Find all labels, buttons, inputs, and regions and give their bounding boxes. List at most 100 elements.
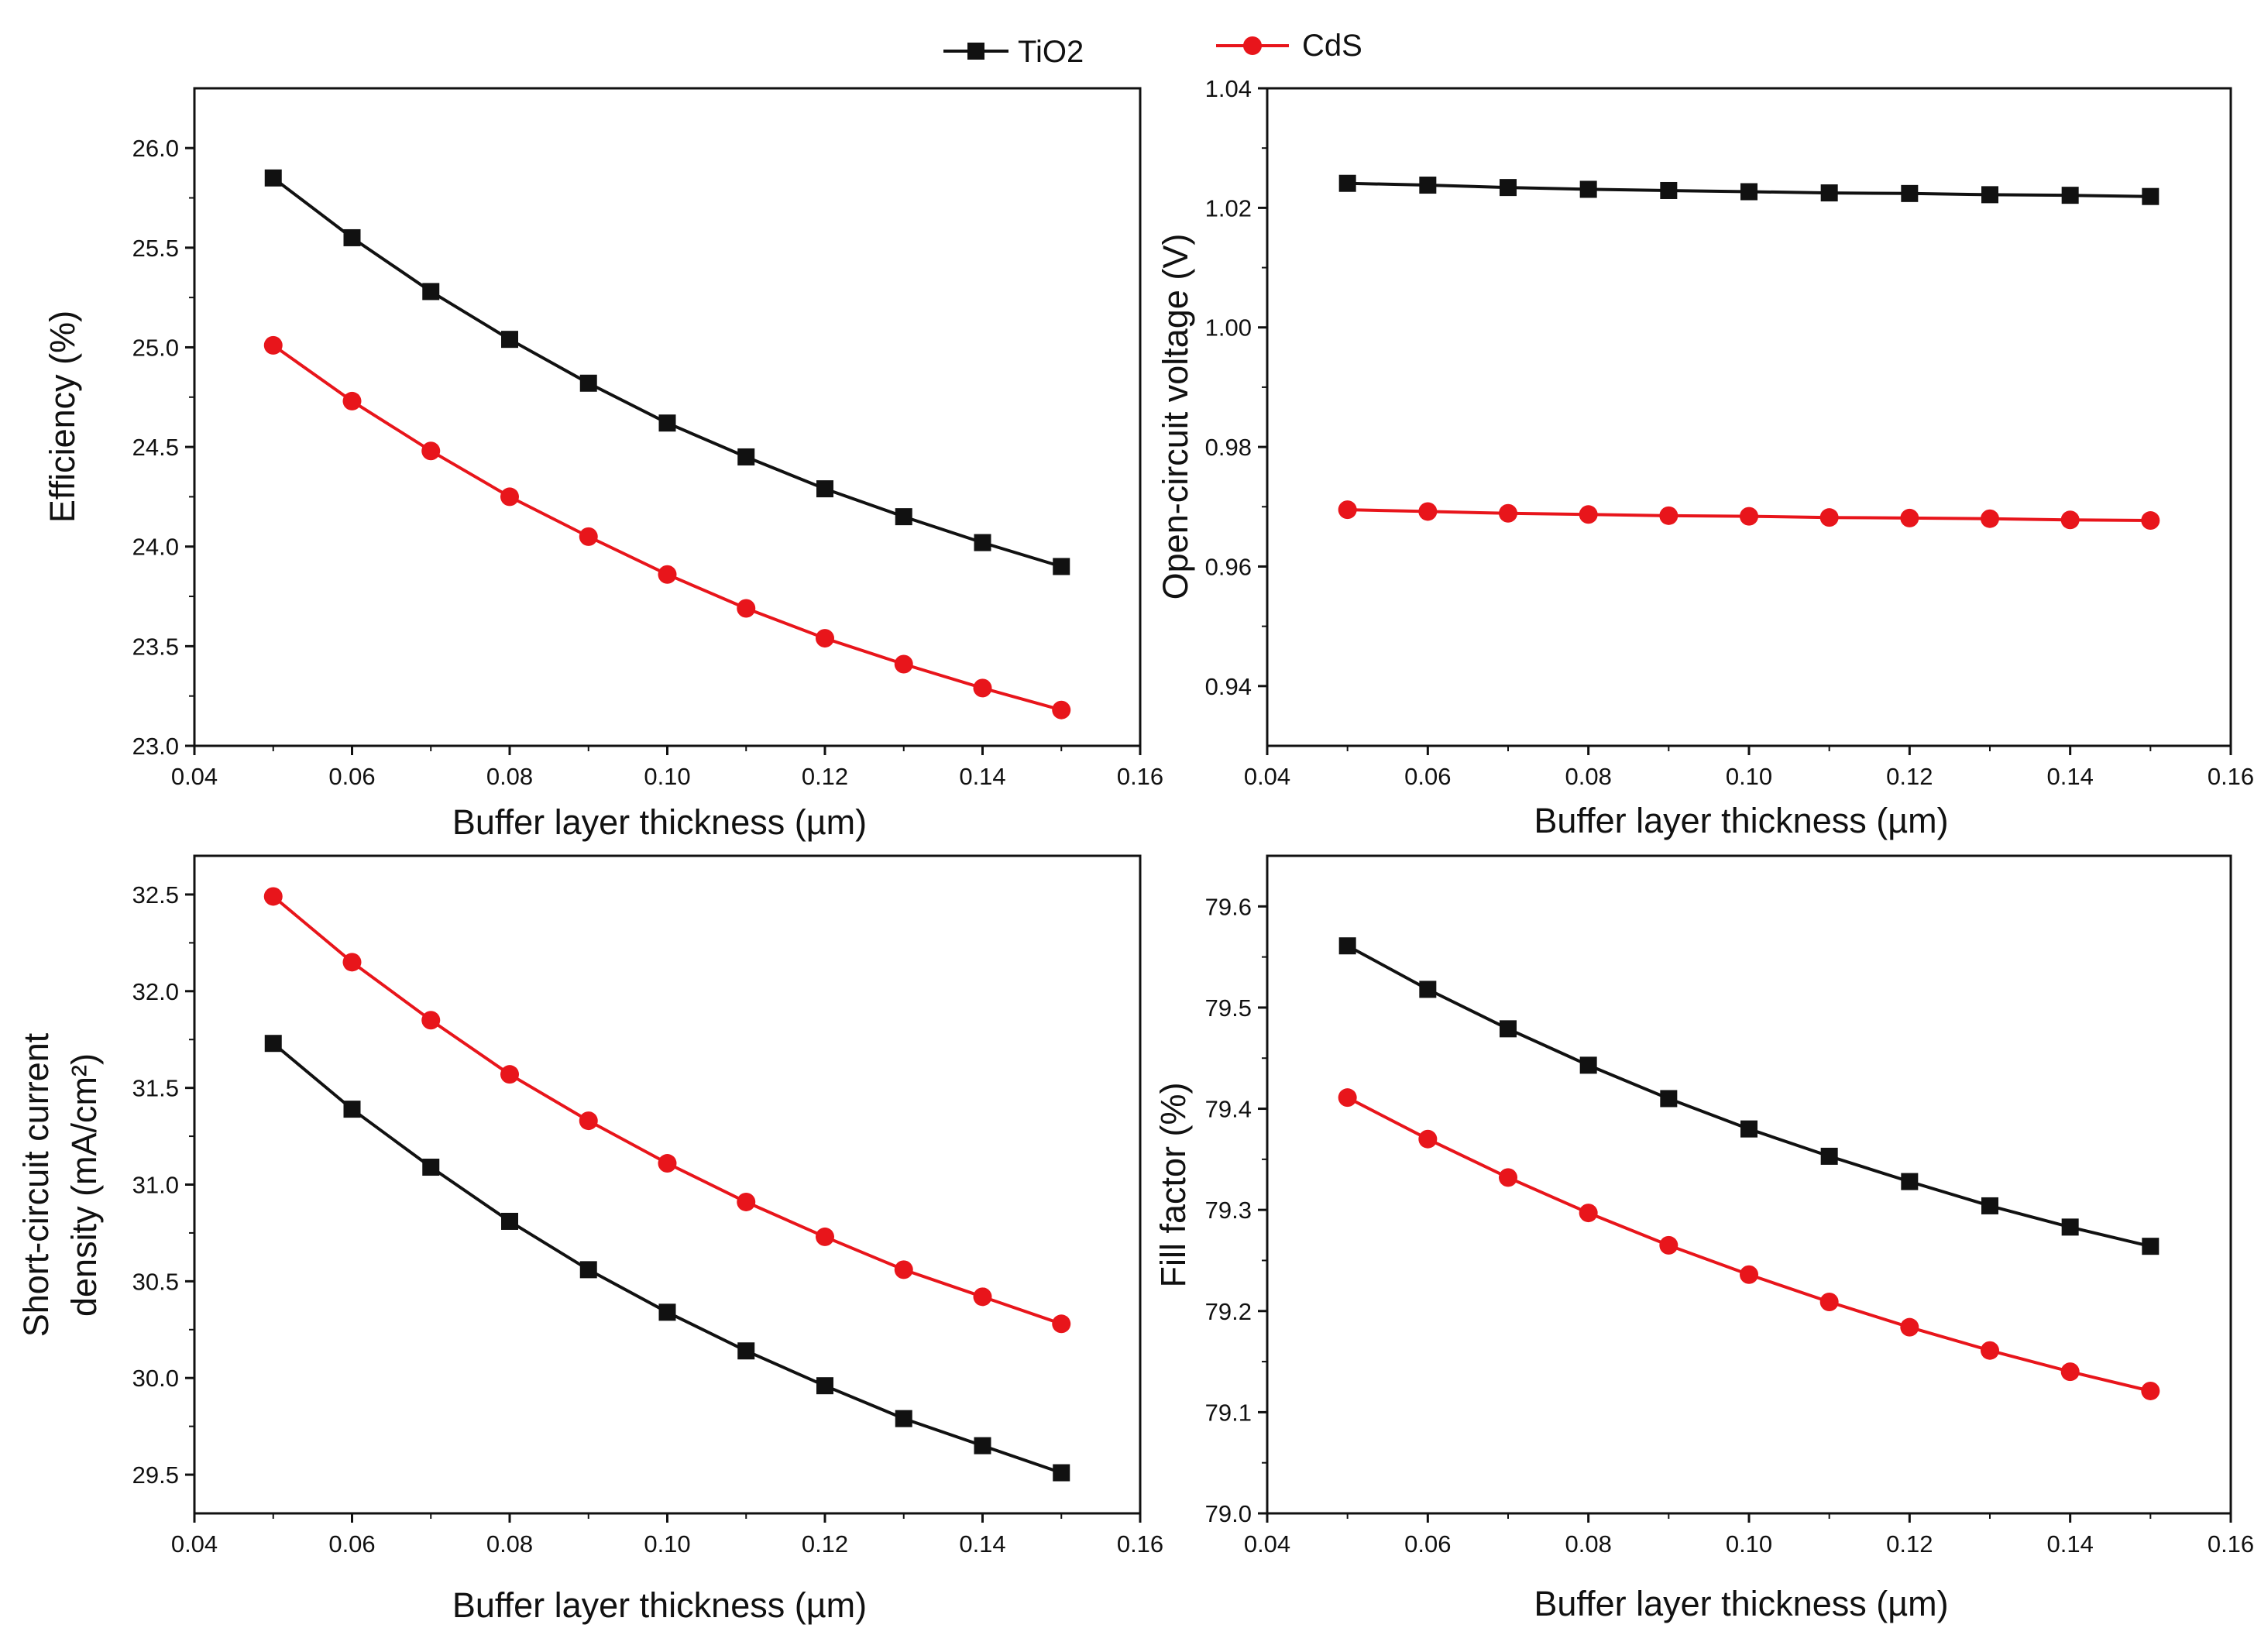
x-tick-label: 0.06 — [1404, 1530, 1451, 1558]
data-point-tio2 — [1740, 183, 1758, 201]
data-point-tio2 — [2142, 1238, 2160, 1255]
x-tick-label: 0.08 — [486, 1530, 533, 1558]
data-point-tio2 — [1500, 179, 1517, 197]
data-point-cds — [421, 1011, 441, 1030]
x-tick-label: 0.12 — [802, 1530, 848, 1558]
x-tick-label: 0.14 — [959, 1530, 1005, 1558]
data-point-cds — [1418, 502, 1438, 521]
series-line-cds — [272, 895, 1062, 1326]
series-line-tio2 — [272, 177, 1062, 568]
data-point-tio2 — [1901, 184, 1919, 202]
data-point-tio2 — [1053, 1464, 1070, 1482]
y-tick-label: 29.5 — [132, 1461, 179, 1489]
data-point-cds — [737, 599, 756, 618]
data-point-tio2 — [1419, 981, 1437, 998]
x-tick-label: 0.14 — [959, 763, 1005, 790]
plot-frame — [1266, 854, 2232, 1515]
data-point-cds — [737, 1192, 756, 1211]
x-tick-label: 0.16 — [1117, 1530, 1163, 1558]
data-point-tio2 — [1660, 1090, 1678, 1108]
data-point-tio2 — [1338, 174, 1356, 192]
data-point-cds — [1579, 505, 1598, 524]
y-tick-label: 24.5 — [132, 434, 179, 461]
data-point-tio2 — [895, 508, 912, 526]
data-point-tio2 — [737, 448, 755, 465]
data-point-cds — [2141, 1381, 2160, 1400]
x-tick-label: 0.16 — [2208, 1530, 2254, 1558]
y-tick-label: 79.3 — [1205, 1197, 1252, 1224]
y-tick-label: 32.0 — [132, 978, 179, 1005]
x-axis-title: Buffer layer thickness (µm) — [1534, 801, 1948, 840]
data-point-tio2 — [1579, 180, 1597, 198]
data-point-tio2 — [895, 1410, 912, 1427]
data-point-cds — [1338, 500, 1357, 520]
data-point-tio2 — [501, 331, 518, 349]
y-axis-title: Fill factor (%) — [1153, 1082, 1193, 1287]
plot-frame — [193, 854, 1142, 1515]
x-axis-title: Buffer layer thickness (µm) — [452, 1585, 867, 1625]
y-tick-label: 79.2 — [1205, 1298, 1252, 1325]
data-point-cds — [1981, 509, 1999, 528]
y-tick-label: 79.0 — [1205, 1500, 1252, 1527]
data-point-cds — [342, 953, 362, 972]
series-line-tio2 — [1346, 944, 2151, 1248]
y-tick-label: 79.6 — [1205, 893, 1252, 920]
data-point-cds — [1740, 1265, 1758, 1284]
series-line-cds — [272, 344, 1062, 712]
data-point-cds — [894, 654, 913, 674]
data-point-cds — [1499, 503, 1517, 523]
legend-label-tio2: TiO2 — [1018, 35, 1084, 69]
data-point-cds — [421, 441, 441, 461]
data-point-cds — [1499, 1168, 1517, 1187]
x-tick-label: 0.04 — [171, 763, 218, 790]
y-tick-label: 0.94 — [1205, 673, 1252, 700]
data-point-tio2 — [422, 283, 440, 301]
data-point-cds — [1659, 1235, 1678, 1255]
x-tick-label: 0.04 — [171, 1530, 218, 1558]
data-point-cds — [973, 1287, 992, 1307]
x-tick-label: 0.04 — [1244, 763, 1290, 790]
y-axis-title: Efficiency (%) — [43, 311, 82, 523]
y-axis-title-line: density (mA/cm²) — [64, 1053, 104, 1317]
x-tick-label: 0.06 — [1404, 763, 1451, 790]
data-point-cds — [500, 487, 519, 507]
data-point-cds — [579, 1111, 598, 1131]
x-tick-label: 0.10 — [644, 1530, 690, 1558]
y-tick-label: 0.98 — [1205, 434, 1252, 461]
data-point-tio2 — [1901, 1173, 1919, 1190]
data-point-tio2 — [1981, 1197, 1998, 1214]
data-point-tio2 — [579, 1261, 597, 1279]
y-tick-label: 25.0 — [132, 334, 179, 361]
y-tick-label: 1.02 — [1205, 194, 1252, 222]
data-point-tio2 — [1579, 1056, 1597, 1074]
data-point-cds — [2060, 510, 2080, 530]
data-point-cds — [1740, 507, 1758, 526]
data-point-tio2 — [1981, 186, 1998, 204]
data-point-cds — [816, 1227, 834, 1246]
x-tick-label: 0.16 — [2208, 763, 2254, 790]
x-tick-label: 0.14 — [2046, 1530, 2093, 1558]
y-tick-label: 1.04 — [1205, 75, 1252, 102]
data-point-cds — [2060, 1362, 2080, 1382]
data-point-cds — [658, 1154, 677, 1173]
x-tick-label: 0.06 — [328, 1530, 375, 1558]
series-line-tio2 — [272, 1042, 1062, 1475]
data-point-cds — [1338, 1088, 1357, 1108]
y-tick-label: 23.0 — [132, 733, 179, 760]
legend-entry-cds: CdS — [1216, 29, 1362, 63]
data-point-tio2 — [974, 534, 991, 551]
data-point-cds — [1819, 508, 1839, 527]
data-point-cds — [1981, 1341, 1999, 1360]
panel-jsc: 0.04 0.06 0.08 0.10 0.12 0.14 0.16 29.5 30.0 30.5… — [16, 854, 1163, 1625]
legend-label-cds: CdS — [1302, 29, 1362, 63]
data-point-tio2 — [264, 1035, 282, 1053]
data-point-cds — [2141, 511, 2160, 531]
series-line-cds — [1346, 1096, 2151, 1393]
x-tick-label: 0.10 — [1726, 763, 1772, 790]
x-tick-label: 0.06 — [328, 763, 375, 790]
data-point-tio2 — [658, 414, 676, 432]
data-point-cds — [658, 565, 677, 584]
legend-marker-cds — [1243, 36, 1262, 55]
data-point-tio2 — [1419, 177, 1437, 194]
